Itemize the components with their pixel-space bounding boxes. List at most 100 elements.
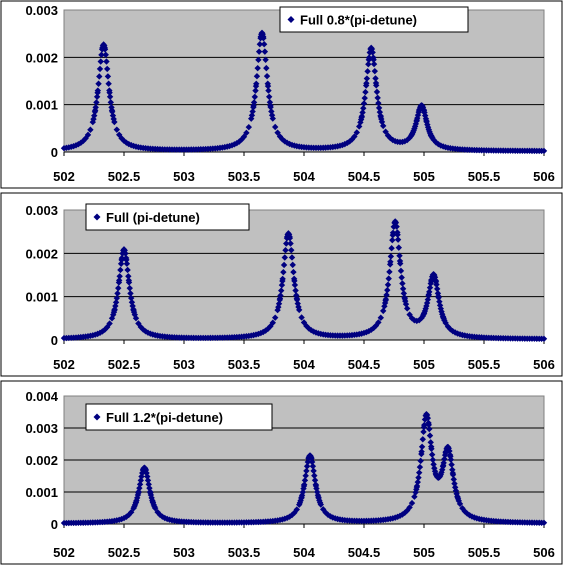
data-point (92, 104, 99, 111)
data-point (144, 329, 152, 336)
data-point (106, 87, 113, 94)
legend-label: Full (pi-detune) (106, 210, 200, 225)
data-point (311, 477, 319, 484)
data-point (426, 284, 434, 291)
data-point (432, 277, 439, 284)
y-tick-label: 0.001 (25, 290, 58, 305)
data-point (277, 292, 284, 299)
data-point (255, 56, 262, 64)
data-point (419, 436, 426, 443)
x-tick-label: 506 (533, 169, 555, 184)
data-point (446, 451, 454, 459)
data-point (383, 291, 390, 299)
data-point (406, 504, 413, 511)
data-point (276, 296, 283, 304)
data-point (387, 135, 394, 142)
x-tick-label: 503 (173, 169, 195, 184)
legend-box (279, 6, 469, 33)
data-point (117, 266, 124, 274)
data-point (97, 58, 104, 65)
data-point (118, 254, 126, 262)
y-tick-label: 0.002 (25, 50, 58, 65)
data-point (397, 267, 405, 275)
data-point (93, 99, 100, 106)
data-point (124, 266, 131, 274)
data-point (269, 319, 276, 326)
data-point (365, 61, 372, 68)
data-point (435, 294, 442, 301)
data-point (111, 118, 118, 126)
data-point (303, 463, 311, 470)
x-tick-label: 505 (413, 357, 435, 372)
data-point (104, 73, 112, 80)
data-point (106, 320, 113, 327)
data-point (448, 461, 455, 468)
data-point (253, 80, 260, 87)
data-point (298, 314, 305, 321)
data-point (112, 299, 120, 306)
data-point (422, 305, 429, 312)
data-point (303, 467, 310, 475)
data-point (107, 99, 114, 106)
data-point (278, 281, 286, 289)
data-point (268, 108, 275, 115)
data-point (136, 481, 144, 488)
data-point (87, 126, 94, 133)
data-point (289, 261, 296, 269)
data-point (399, 285, 407, 292)
data-point (101, 42, 108, 49)
data-point (301, 477, 309, 484)
x-tick-label: 505 (413, 169, 435, 184)
data-point (363, 75, 371, 82)
data-point (370, 54, 377, 61)
data-point (416, 463, 424, 471)
data-point (291, 281, 299, 289)
data-point (322, 509, 329, 516)
data-point (450, 476, 457, 483)
data-point (378, 118, 386, 126)
x-tick-label: 503.5 (228, 357, 261, 372)
x-tick-label: 505.5 (468, 357, 501, 372)
data-point (434, 285, 441, 293)
data-point (425, 292, 432, 300)
data-point (400, 290, 408, 297)
data-point (251, 93, 258, 101)
y-tick-label: 0.001 (25, 485, 58, 500)
data-point (449, 466, 456, 473)
data-point (290, 268, 297, 276)
data-point (382, 296, 390, 303)
y-tick-label: 0.001 (25, 98, 58, 113)
data-point (410, 127, 417, 134)
legend-label: Full 0.8*(pi-detune) (300, 13, 417, 28)
data-point (396, 252, 403, 259)
data-point (408, 499, 416, 507)
data-point (90, 115, 97, 123)
data-point (126, 284, 133, 292)
data-point (310, 467, 317, 475)
data-point (288, 246, 295, 254)
y-tick-label: 0 (51, 517, 58, 532)
data-point (384, 286, 391, 294)
data-point (252, 87, 259, 94)
data-point (108, 104, 115, 111)
x-tick-label: 502 (53, 545, 75, 560)
x-tick-label: 504.5 (348, 357, 381, 372)
data-point (375, 99, 382, 107)
data-point (377, 314, 384, 321)
data-point (98, 51, 105, 59)
data-point (464, 510, 471, 517)
data-point (128, 294, 135, 302)
data-point (280, 268, 287, 276)
x-tick-label: 503.5 (228, 169, 261, 184)
data-point (301, 481, 308, 488)
data-point (351, 133, 358, 140)
data-point (309, 463, 317, 470)
data-point (253, 73, 261, 80)
data-point (358, 113, 366, 120)
data-point (428, 451, 436, 458)
data-point (455, 497, 462, 505)
data-point (123, 260, 131, 267)
data-point (426, 432, 434, 439)
